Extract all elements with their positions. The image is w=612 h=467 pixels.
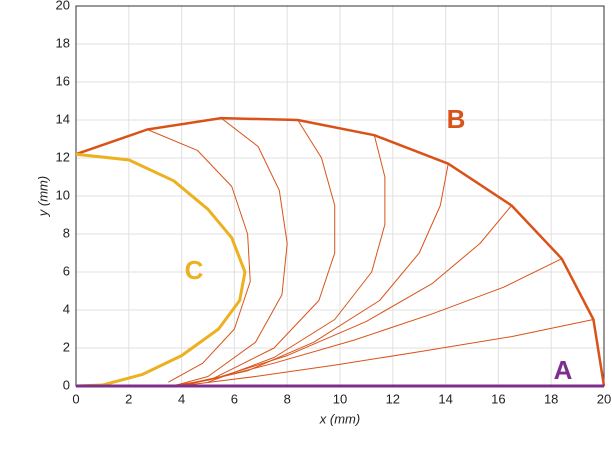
line (75, 152, 247, 388)
x-tick-label: 10 (333, 391, 347, 406)
y-tick-label: 2 (63, 339, 70, 354)
line (75, 116, 606, 387)
x-tick-label: 4 (178, 391, 185, 406)
x-axis-label: x (mm) (319, 411, 360, 426)
y-tick-label: 12 (56, 149, 70, 164)
x-tick-label: 0 (72, 391, 79, 406)
y-tick-label: 16 (56, 73, 70, 88)
y-tick-label: 14 (56, 111, 70, 126)
line (181, 163, 449, 387)
annotation: B (447, 104, 466, 134)
x-tick-label: 14 (438, 391, 452, 406)
line (207, 135, 386, 383)
x-tick-label: 16 (491, 391, 505, 406)
annotation: C (185, 255, 204, 285)
y-tick-label: 10 (56, 187, 70, 202)
x-tick-label: 8 (284, 391, 291, 406)
line (181, 119, 336, 387)
y-tick-label: 6 (63, 263, 70, 278)
annotation: A (554, 355, 573, 385)
y-tick-label: 18 (56, 35, 70, 50)
x-tick-label: 2 (125, 391, 132, 406)
line (155, 319, 594, 387)
y-tick-label: 4 (63, 301, 70, 316)
y-tick-label: 20 (56, 0, 70, 12)
y-tick-label: 0 (63, 377, 70, 392)
line (147, 129, 251, 383)
y-tick-label: 8 (63, 225, 70, 240)
x-tick-label: 6 (231, 391, 238, 406)
line (176, 117, 288, 386)
x-tick-label: 18 (544, 391, 558, 406)
line (168, 258, 562, 387)
y-axis-label: y (mm) (35, 176, 50, 217)
line (181, 205, 512, 386)
x-tick-label: 12 (386, 391, 400, 406)
x-tick-label: 20 (597, 391, 611, 406)
